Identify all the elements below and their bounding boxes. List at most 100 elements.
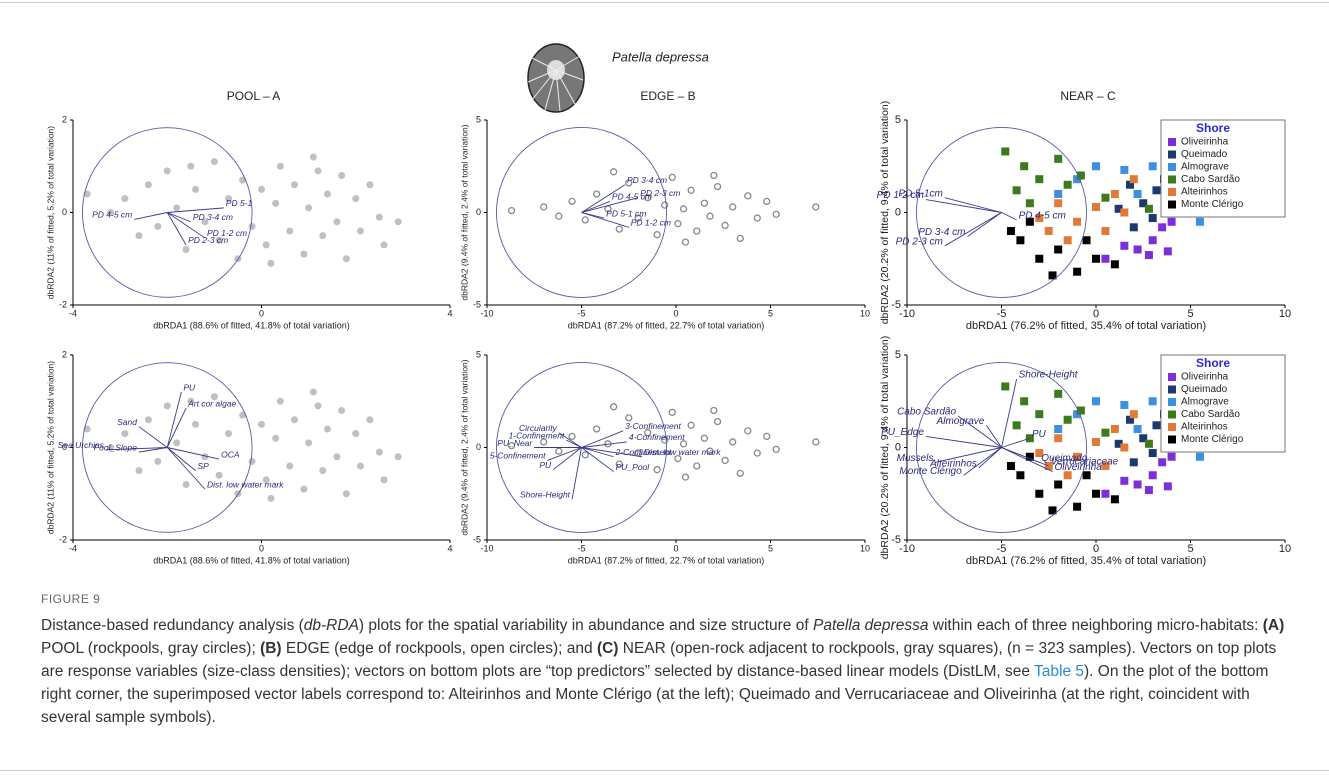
vector-label: Cabo Sardão [897,407,956,418]
point [1167,217,1176,226]
y-axis-label: dbRDA2 (11% of fitted, 5.2% of total var… [45,361,55,534]
caption-run: Patella depressa [812,617,929,634]
point [1133,245,1142,254]
legend-title: Shore [1196,121,1230,135]
shell-illustration [527,43,585,113]
point [1101,254,1110,263]
y-tick-label: 0 [895,206,901,218]
x-tick-label: -10 [899,308,915,320]
legend-label: Cabo Sardão [1181,174,1240,185]
vector [138,426,168,448]
point [375,448,383,456]
point [144,181,152,189]
y-tick-label: 2 [62,349,67,359]
point [653,231,661,239]
x-tick-label: 5 [768,543,773,553]
point [644,429,652,437]
point [1148,162,1157,171]
panel-title: NEAR – C [1060,89,1116,103]
vector [1001,447,1053,472]
vector-label: PD 5-1cm [898,188,942,199]
vector-label: Pool_Slope [93,442,137,452]
point [729,203,737,211]
point [1148,449,1157,458]
vector [166,212,206,239]
point [687,421,695,429]
point [592,190,601,198]
vector [944,197,1002,213]
x-tick-label: 5 [768,308,773,318]
legend-box [1160,119,1286,218]
point [679,205,688,213]
legend-box [1160,354,1286,453]
point [693,227,701,235]
point [736,469,744,478]
caption-run[interactable]: Table 5 [1034,663,1085,680]
point [333,218,341,226]
point [1035,214,1044,223]
point [1139,434,1148,443]
vector-label: PD 1-2 cm [207,228,247,238]
point [625,414,633,422]
x-axis-label: dbRDA1 (87.2% of fitted, 22.7% of total … [568,320,765,330]
point [314,402,322,410]
point [763,197,771,206]
y-tick-label: 0 [62,207,67,217]
legend-swatch [1168,435,1176,444]
vector-label: SP [198,461,210,471]
x-tick-label: -4 [69,543,77,553]
point [83,190,91,198]
point [380,476,388,484]
point [568,432,576,441]
correlation-circle [81,362,253,533]
legend-label: Queimado [1181,149,1228,160]
vector [935,447,1002,463]
point [661,201,669,209]
point [772,445,780,454]
vector-label: PD 3-4 cm [627,175,667,185]
vector [134,212,168,220]
point [305,204,313,212]
x-tick-label: 5 [1187,308,1193,320]
point [262,476,270,484]
y-axis-label: dbRDA2 (9.4% of fitted, 2.4% of total va… [459,359,469,535]
y-tick-label: -5 [473,534,481,544]
point [1120,476,1129,485]
vector [167,447,220,460]
y-axis-label: dbRDA2 (20.2% of fitted, 9.4% of total v… [879,336,891,560]
point [1025,452,1034,461]
point [634,214,642,222]
point [1133,480,1142,489]
point [744,192,752,200]
point [1129,458,1138,467]
point [581,216,589,224]
point [1163,247,1172,256]
point [1101,462,1110,470]
point [83,425,91,433]
y-tick-label: 2 [62,114,67,124]
y-tick-label: -2 [59,534,67,544]
point [1158,458,1167,467]
x-tick-label: 4 [447,308,452,318]
x-axis-label: dbRDA1 (87.2% of fitted, 22.7% of total … [568,555,765,565]
point [1120,400,1129,409]
y-axis-label: dbRDA2 (9.4% of fitted, 2.4% of total va… [459,124,469,300]
point [1114,204,1123,213]
point [1035,489,1044,498]
point [1073,502,1082,511]
point [661,436,669,444]
vector-label: Alteirinhos [929,458,977,469]
point [121,195,129,203]
vector-label: Almograve [936,416,985,427]
legend-swatch [1168,385,1176,394]
point [1126,180,1135,189]
vector [566,439,582,448]
point [700,199,708,207]
point [1073,267,1082,276]
point [1148,236,1157,245]
vector [138,447,168,453]
point [1092,254,1100,263]
point [710,406,718,415]
point [276,397,284,405]
y-tick-label: -5 [891,534,901,546]
